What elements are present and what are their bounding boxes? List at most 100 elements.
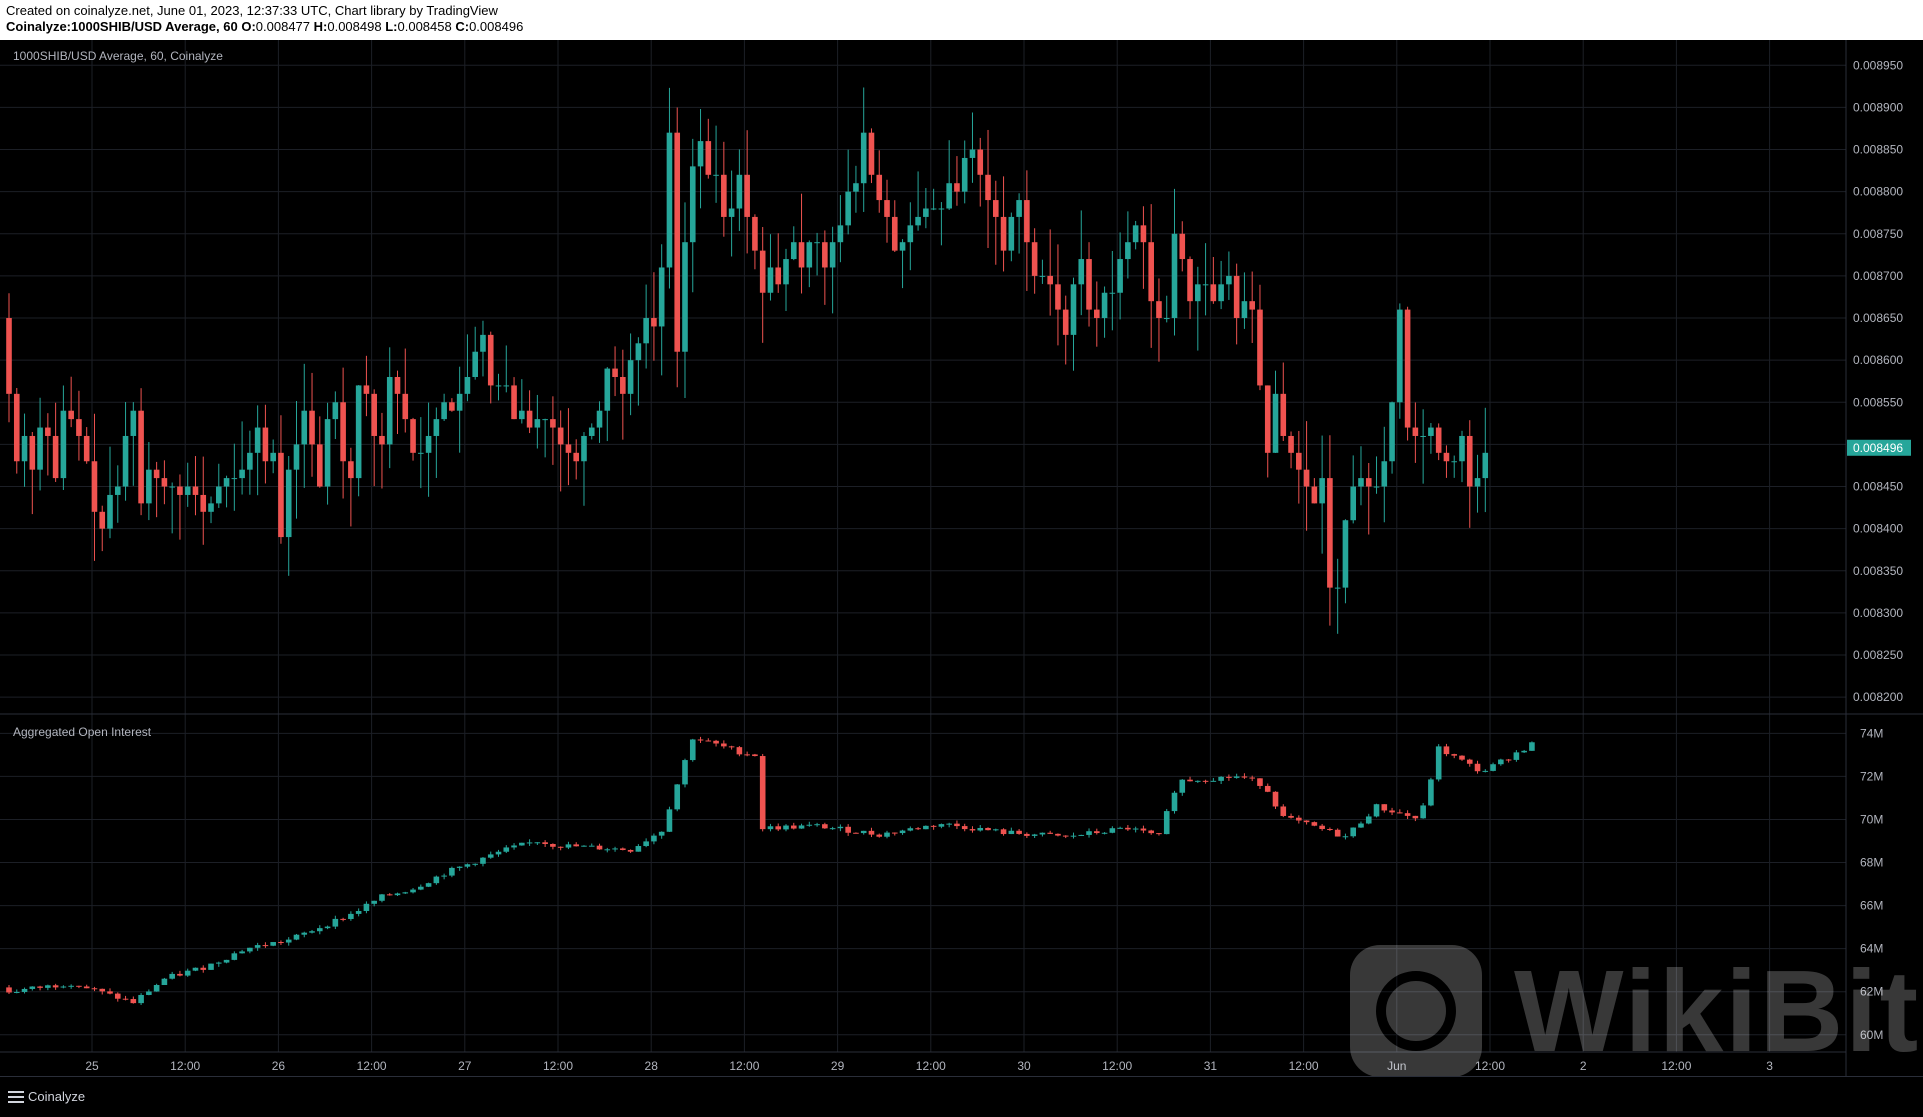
price-candle <box>1319 435 1325 554</box>
oi-candle <box>107 988 113 995</box>
oi-candle <box>1086 828 1092 838</box>
price-candle <box>1000 176 1007 272</box>
oi-candle <box>938 823 945 829</box>
price-candle <box>1078 210 1085 316</box>
price-candle <box>29 432 36 515</box>
close-label: C: <box>455 19 470 34</box>
chart-canvas[interactable]: 0.008950 0.008900 0.008850 0.008800 0.008750… <box>0 40 1923 1076</box>
oi-candle <box>728 745 735 750</box>
oi-candle <box>215 961 222 967</box>
oi-candle <box>829 826 836 830</box>
time-tick-label: 12:00 <box>916 1059 946 1073</box>
oi-candle <box>480 857 486 867</box>
price-candle <box>76 390 82 461</box>
oi-candle <box>1521 749 1527 753</box>
oi-candle <box>231 951 238 961</box>
price-candle <box>1451 455 1458 478</box>
price-candle <box>418 417 424 489</box>
price-candle <box>1233 263 1240 345</box>
price-candle <box>1163 295 1170 323</box>
price-candle <box>674 107 681 388</box>
price-candle <box>573 439 580 480</box>
oi-candle <box>184 968 191 977</box>
oi-candle <box>1148 829 1154 835</box>
price-candle <box>1288 431 1294 469</box>
oi-tick-label: 72M <box>1860 769 1883 783</box>
symbol-label: Coinalyze:1000SHIB/USD Average, 60 <box>6 19 238 34</box>
price-candle <box>1358 446 1364 506</box>
price-candle <box>666 87 673 289</box>
time-tick-label: 12:00 <box>1475 1059 1505 1073</box>
price-candle <box>744 130 750 254</box>
oi-candle <box>386 893 393 896</box>
oi-candle <box>604 847 611 853</box>
oi-candle <box>456 866 463 871</box>
oi-candle <box>495 849 502 857</box>
time-tick-label: 28 <box>645 1059 659 1073</box>
price-candle <box>923 188 929 229</box>
open-value: 0.008477 <box>255 19 311 34</box>
oi-candle <box>153 983 160 992</box>
price-candle <box>1039 259 1046 284</box>
oi-tick-label: 70M <box>1860 812 1883 826</box>
price-candle <box>371 389 377 487</box>
price-candle <box>1094 281 1100 347</box>
oi-candle <box>309 929 315 934</box>
oi-candle <box>1031 833 1038 838</box>
price-candle <box>728 170 735 257</box>
price-candle <box>604 367 611 442</box>
oi-candle <box>285 937 292 946</box>
price-candle <box>1420 409 1426 484</box>
price-candle <box>324 402 331 505</box>
oi-candle <box>1156 833 1162 836</box>
price-candle <box>938 202 945 246</box>
chart-frame[interactable] <box>0 40 1923 1076</box>
oi-candle <box>223 959 230 964</box>
oi-candle <box>1358 821 1364 828</box>
price-candle <box>1466 420 1473 528</box>
oi-candle <box>278 940 284 945</box>
price-candle <box>1062 295 1069 365</box>
price-candle <box>783 248 789 312</box>
oi-candle <box>1311 821 1318 827</box>
price-candle <box>542 418 548 458</box>
oi-candle <box>930 824 937 830</box>
price-candle <box>790 226 797 261</box>
oi-candle <box>923 825 929 830</box>
menu-icon[interactable] <box>8 1091 24 1103</box>
oi-candle <box>340 917 346 922</box>
oi-candle <box>394 892 401 896</box>
oi-candle <box>1482 769 1489 773</box>
high-label: H: <box>313 19 328 34</box>
price-candle <box>721 141 727 237</box>
oi-candle <box>45 984 51 991</box>
wikibit-logo-icon <box>1350 945 1482 1077</box>
price-candle <box>588 423 595 440</box>
price-candle <box>946 140 952 210</box>
chart-header: Created on coinalyze.net, June 01, 2023,… <box>0 0 1923 40</box>
price-candle <box>1125 211 1131 279</box>
oi-candle <box>891 832 898 836</box>
price-candle <box>845 149 851 235</box>
price-candle <box>495 373 502 401</box>
oi-candle <box>907 826 914 832</box>
price-candle <box>612 346 618 397</box>
time-tick-label: 12:00 <box>1289 1059 1319 1073</box>
time-tick-label: 31 <box>1204 1059 1218 1073</box>
price-candle <box>635 337 642 406</box>
price-candle <box>682 202 688 398</box>
oi-candle <box>915 827 921 831</box>
oi-candle <box>1412 815 1419 822</box>
price-candle <box>565 408 572 486</box>
price-candle <box>1249 271 1255 344</box>
oi-candle <box>324 925 331 930</box>
time-tick-label: 29 <box>831 1059 845 1073</box>
price-candle <box>526 390 533 434</box>
oi-candle <box>752 753 758 757</box>
price-candle <box>752 214 758 270</box>
oi-candle <box>487 851 494 859</box>
oi-candle <box>208 963 214 970</box>
oi-candle <box>138 993 144 1006</box>
oi-candle <box>1202 779 1209 784</box>
oi-candle <box>1094 828 1100 835</box>
